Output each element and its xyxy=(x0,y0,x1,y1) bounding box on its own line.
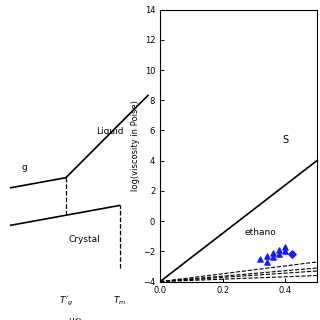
Point xyxy=(276,252,282,257)
Point xyxy=(270,255,276,260)
Point xyxy=(264,253,269,259)
Point xyxy=(270,250,276,255)
Y-axis label: log(viscosity in Poise): log(viscosity in Poise) xyxy=(131,100,140,191)
Text: ethano: ethano xyxy=(245,228,276,237)
Point xyxy=(289,252,294,257)
Point xyxy=(283,244,288,249)
Text: S: S xyxy=(282,135,288,145)
Point xyxy=(264,260,269,265)
Text: $T'_g$: $T'_g$ xyxy=(59,295,73,308)
Point xyxy=(276,247,282,252)
Text: Liquid: Liquid xyxy=(96,127,123,136)
Text: e (K): e (K) xyxy=(59,317,82,320)
Text: Crystal: Crystal xyxy=(69,235,100,244)
Point xyxy=(283,249,288,254)
Text: g: g xyxy=(21,163,27,172)
Text: $T_m$: $T_m$ xyxy=(113,294,126,307)
Point xyxy=(258,256,263,261)
